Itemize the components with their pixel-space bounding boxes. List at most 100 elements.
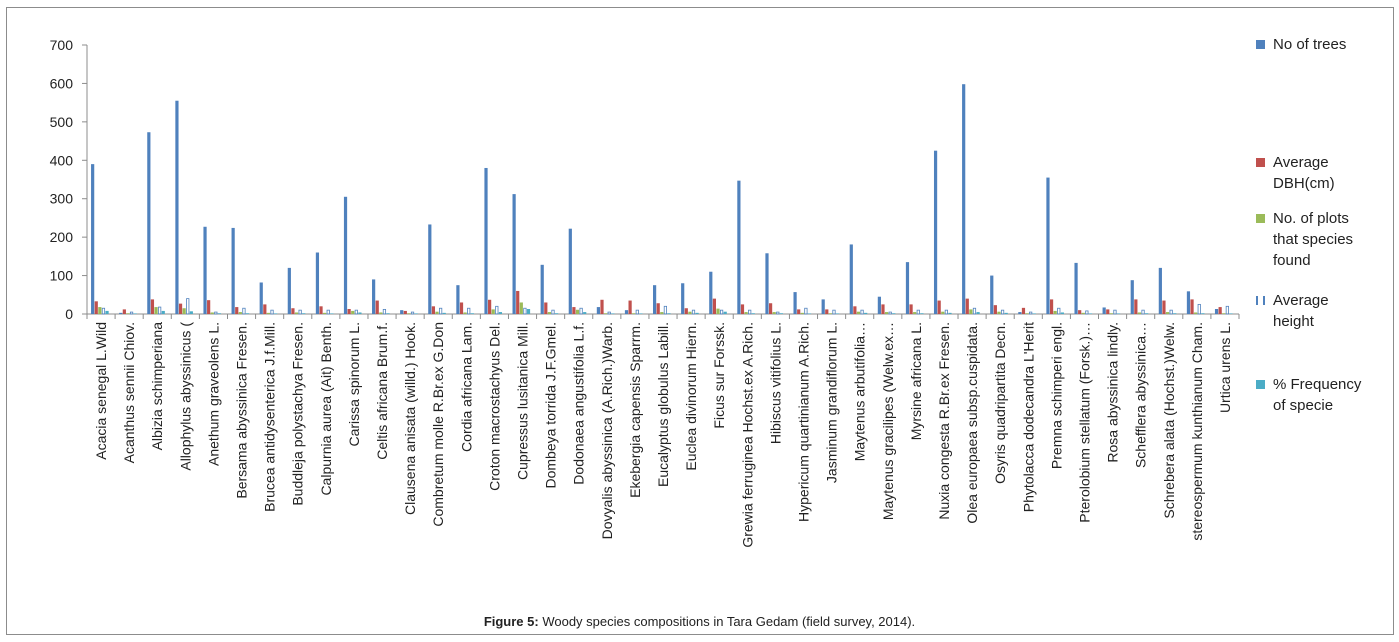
bar-frequency: [274, 313, 278, 314]
bar-no-of-plots: [154, 307, 158, 314]
bar-no-of-trees: [512, 194, 516, 314]
bar-no-of-plots: [294, 312, 299, 314]
bar-average-dbh: [712, 298, 716, 314]
bar-no-of-trees: [540, 264, 544, 314]
bar-no-of-plots: [463, 312, 467, 314]
bar-no-of-plots: [772, 312, 776, 314]
bar-average-dbh: [684, 308, 688, 314]
x-tick-label: Nuxia congesta R.Br.ex Fresen.: [936, 322, 952, 520]
bar-no-of-trees: [933, 150, 938, 314]
bar-average-height: [523, 307, 527, 315]
caption-label: Figure 5:: [483, 614, 539, 629]
bar-no-of-plots: [435, 311, 439, 314]
bar-no-of-trees: [1186, 291, 1191, 314]
bar-frequency: [442, 312, 446, 314]
bar-average-dbh: [1218, 307, 1222, 314]
bar-no-of-plots: [547, 312, 552, 314]
bar-average-dbh: [1134, 299, 1138, 314]
bar-average-dbh: [797, 309, 801, 314]
bar-average-dbh: [656, 303, 660, 314]
bar-average-dbh: [263, 304, 267, 314]
bar-average-height: [691, 309, 696, 315]
legend-label: No of trees: [1273, 34, 1346, 55]
bar-no-of-trees: [1046, 177, 1050, 314]
bar-frequency: [976, 312, 980, 314]
bar-no-of-trees: [765, 253, 769, 314]
bar-average-dbh: [965, 298, 969, 314]
bar-no-of-trees: [596, 307, 601, 314]
bar-average-height: [1113, 309, 1117, 315]
legend-label: % Frequency of specie: [1273, 374, 1361, 416]
bar-no-of-trees: [372, 279, 376, 314]
bar-frequency: [302, 313, 306, 314]
bar-frequency: [1173, 313, 1177, 314]
bar-no-of-trees: [905, 262, 910, 314]
bar-average-dbh: [572, 307, 576, 314]
bar-no-of-trees: [456, 285, 460, 314]
bar-no-of-trees: [962, 84, 966, 314]
y-tick-label: 700: [50, 37, 74, 53]
bar-no-of-trees: [1018, 312, 1022, 314]
bar-average-dbh: [768, 303, 773, 314]
bar-no-of-trees: [147, 132, 151, 314]
y-tick-label: 400: [50, 152, 74, 168]
bar-frequency: [807, 313, 812, 314]
legend-label-line: Average: [1273, 292, 1329, 309]
bar-no-of-plots: [379, 312, 383, 314]
bar-average-height: [326, 309, 330, 315]
bar-frequency: [1004, 312, 1008, 314]
bar-average-dbh: [150, 299, 155, 314]
bar-no-of-plots: [604, 313, 608, 314]
bar-average-dbh: [853, 306, 857, 314]
bar-average-dbh: [516, 290, 520, 314]
bar-average-height: [1225, 305, 1229, 315]
bar-no-of-trees: [119, 312, 123, 314]
x-tick-label: Acacia senegal L.Wild: [93, 322, 109, 460]
bar-frequency: [723, 311, 727, 314]
bar-average-height: [551, 309, 555, 315]
bar-no-of-plots: [1025, 313, 1029, 314]
bar-no-of-plots: [688, 311, 692, 314]
bar-no-of-plots: [969, 309, 973, 314]
legend-label-line: DBH(cm): [1273, 175, 1335, 192]
bar-average-height: [776, 311, 780, 315]
bar-average-height: [1141, 309, 1145, 315]
bar-no-of-trees: [91, 164, 95, 314]
caption-text: Woody species compositions in Tara Gedam…: [538, 614, 916, 629]
bar-average-height: [916, 309, 920, 315]
bar-average-dbh: [740, 304, 745, 314]
bar-average-height: [186, 298, 190, 315]
legend-no-of-plots: No. of plots that species found: [1256, 208, 1353, 271]
x-tick-label: Dombeya torrida J.F.Gmel.: [543, 322, 559, 489]
bar-average-height: [1169, 309, 1173, 315]
bar-frequency: [1201, 313, 1205, 314]
legend-swatch: [1256, 214, 1265, 223]
bar-no-of-trees: [653, 285, 657, 314]
x-tick-label: Olea europaea subsp.cuspidata.: [964, 322, 980, 524]
bar-no-of-trees: [428, 224, 432, 314]
chart-frame: [6, 7, 1394, 635]
bar-average-dbh: [1190, 299, 1194, 314]
bar-frequency: [892, 313, 896, 314]
x-tick-label: Eucalyptus globulus Labill.: [655, 322, 671, 487]
x-tick-label: Schefflera abyssinica…: [1133, 322, 1149, 468]
legend-label-line: No. of plots: [1273, 210, 1349, 227]
bar-average-dbh: [1021, 307, 1026, 314]
bar-average-height: [635, 309, 639, 315]
x-tick-label: Jasminum grandiflorum L.: [824, 322, 840, 483]
x-tick-label: Euclea divinorum Hiern.: [683, 322, 699, 471]
x-tick-label: Hypericum quartinianum A.Rich.: [795, 322, 811, 522]
bar-no-of-trees: [1102, 307, 1106, 314]
bar-no-of-trees: [849, 244, 853, 314]
bar-average-dbh: [178, 303, 183, 314]
bar-average-dbh: [459, 302, 464, 314]
legend-average-dbh: Average DBH(cm): [1256, 152, 1335, 194]
x-tick-label: Premna schimperi engl.: [1048, 322, 1064, 469]
x-tick-label: Grewia ferruginea Hochst.ex A.Rich.: [739, 322, 755, 548]
bar-frequency: [639, 313, 643, 314]
bar-frequency: [1088, 313, 1093, 314]
bar-no-of-trees: [624, 310, 629, 314]
bar-average-dbh: [488, 299, 492, 314]
bar-frequency: [133, 313, 137, 314]
